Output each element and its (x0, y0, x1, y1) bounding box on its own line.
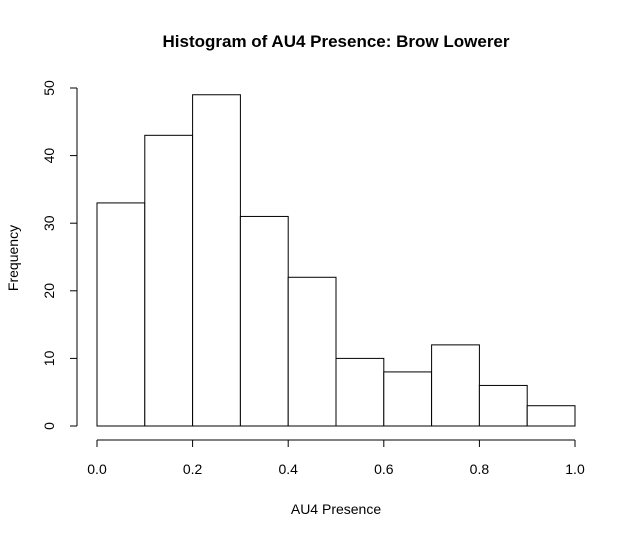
y-axis: 0 10 20 30 40 50 (41, 80, 78, 430)
histogram-bar-2 (192, 94, 241, 427)
histogram-bar-0 (96, 202, 146, 427)
y-tick-label-4: 40 (41, 148, 57, 164)
histogram-bar-1 (144, 134, 194, 427)
y-tick-label-3: 30 (41, 215, 57, 231)
x-axis: 0.0 0.2 0.4 0.6 0.8 1.0 (87, 439, 585, 477)
histogram-bar-8 (478, 384, 528, 427)
chart-title: Histogram of AU4 Presence: Brow Lowerer (162, 32, 509, 51)
histogram-bar-3 (239, 215, 289, 427)
y-axis-label: Frequency (5, 225, 21, 291)
x-tick-label-0: 0.0 (87, 461, 107, 477)
x-tick-label-3: 0.6 (374, 461, 394, 477)
y-tick-label-5: 50 (41, 80, 57, 96)
y-tick-label-2: 20 (41, 283, 57, 299)
histogram-bar-9 (526, 405, 576, 427)
bars-group (96, 94, 576, 427)
x-tick-label-5: 1.0 (565, 461, 585, 477)
x-tick-label-1: 0.2 (183, 461, 203, 477)
y-tick-label-1: 10 (41, 350, 57, 366)
histogram-bar-6 (383, 371, 433, 427)
y-tick-label-0: 0 (41, 422, 57, 430)
histogram-bar-4 (287, 276, 337, 427)
x-tick-label-2: 0.4 (278, 461, 298, 477)
histogram-bar-5 (335, 357, 385, 427)
x-tick-label-4: 0.8 (470, 461, 490, 477)
x-axis-label: AU4 Presence (291, 501, 381, 517)
histogram-bar-7 (431, 344, 480, 427)
